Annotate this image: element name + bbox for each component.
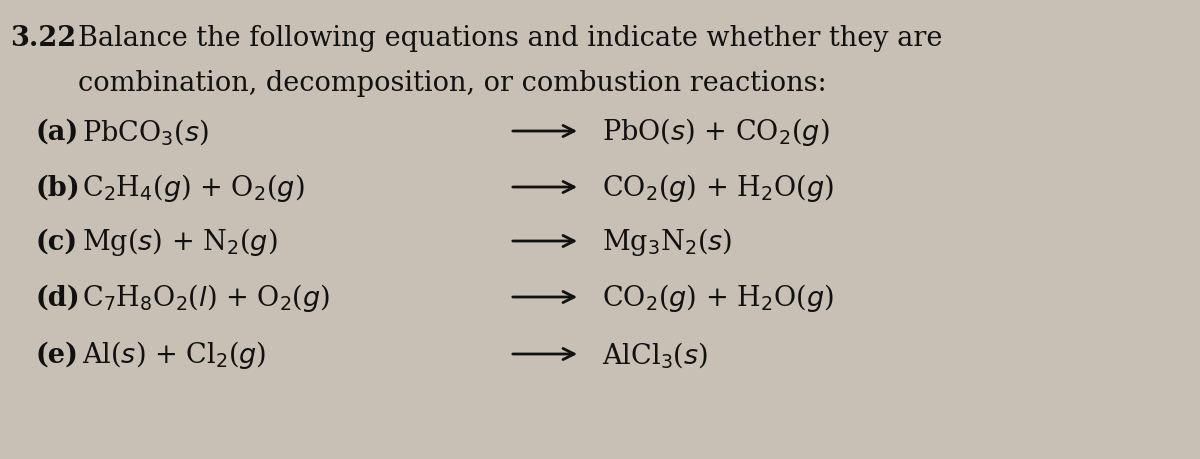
Text: (c): (c) bbox=[35, 228, 77, 255]
Text: Mg$_3$N$_2$($s$): Mg$_3$N$_2$($s$) bbox=[602, 225, 732, 257]
Text: CO$_2$($g$) + H$_2$O($g$): CO$_2$($g$) + H$_2$O($g$) bbox=[602, 281, 834, 313]
Text: PbO($s$) + CO$_2$($g$): PbO($s$) + CO$_2$($g$) bbox=[602, 116, 829, 148]
Text: CO$_2$($g$) + H$_2$O($g$): CO$_2$($g$) + H$_2$O($g$) bbox=[602, 172, 834, 203]
Text: Balance the following equations and indicate whether they are: Balance the following equations and indi… bbox=[78, 25, 942, 52]
Text: 3.22: 3.22 bbox=[10, 25, 76, 52]
Text: (e): (e) bbox=[35, 341, 78, 368]
Text: PbCO$_3$($s$): PbCO$_3$($s$) bbox=[82, 117, 209, 147]
Text: combination, decomposition, or combustion reactions:: combination, decomposition, or combustio… bbox=[78, 70, 827, 97]
Text: Al($s$) + Cl$_2$($g$): Al($s$) + Cl$_2$($g$) bbox=[82, 338, 266, 370]
Text: C$_2$H$_4$($g$) + O$_2$($g$): C$_2$H$_4$($g$) + O$_2$($g$) bbox=[82, 172, 305, 203]
Text: (b): (b) bbox=[35, 174, 79, 201]
Text: C$_7$H$_8$O$_2$($l$) + O$_2$($g$): C$_7$H$_8$O$_2$($l$) + O$_2$($g$) bbox=[82, 281, 330, 313]
Text: (a): (a) bbox=[35, 118, 78, 145]
Text: AlCl$_3$($s$): AlCl$_3$($s$) bbox=[602, 339, 708, 369]
Text: Mg($s$) + N$_2$($g$): Mg($s$) + N$_2$($g$) bbox=[82, 225, 277, 257]
Text: (d): (d) bbox=[35, 284, 79, 311]
